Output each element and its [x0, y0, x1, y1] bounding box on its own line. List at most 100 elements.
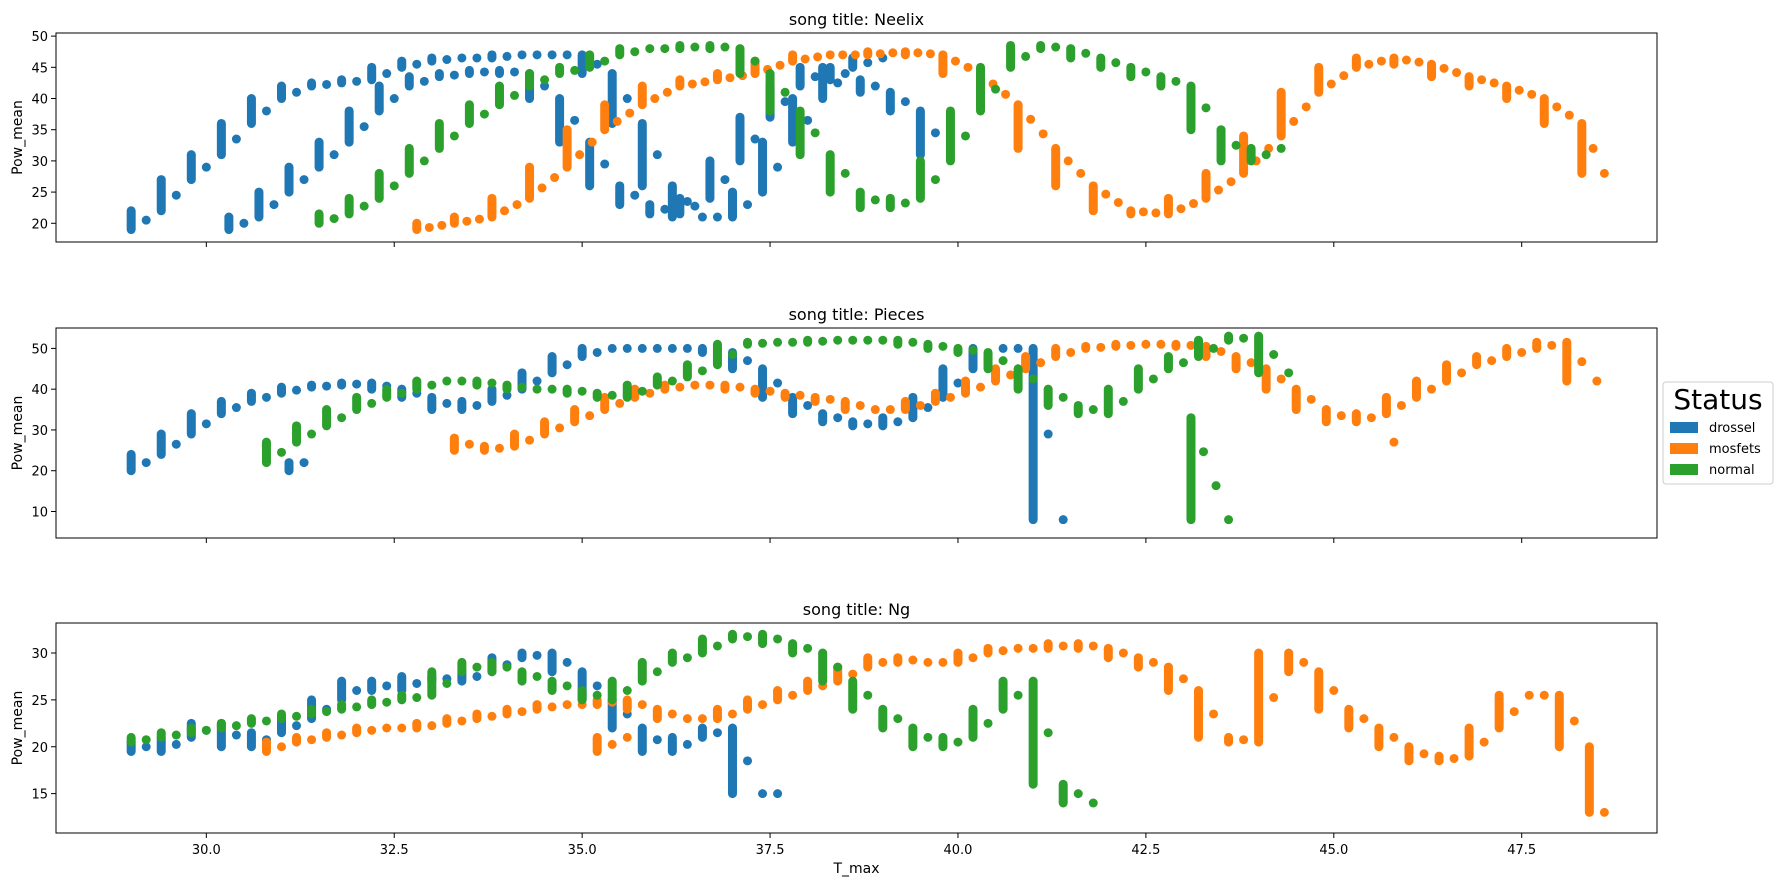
point	[510, 67, 520, 77]
point	[1376, 56, 1386, 66]
y-tick-label: 30	[31, 647, 48, 662]
point	[1101, 189, 1111, 199]
series-drossel	[126, 50, 955, 235]
point	[652, 343, 662, 353]
point	[758, 338, 768, 348]
point	[412, 693, 422, 703]
point	[442, 398, 452, 408]
point	[1199, 447, 1209, 457]
point	[141, 215, 151, 225]
point	[337, 413, 347, 423]
point	[1401, 55, 1411, 65]
point	[788, 337, 798, 347]
point	[141, 458, 151, 468]
x-tick-label: 37.5	[756, 843, 785, 858]
point	[1043, 728, 1053, 738]
point	[1013, 343, 1023, 353]
point	[1058, 515, 1068, 525]
point	[1336, 411, 1346, 421]
series-normal	[314, 40, 1286, 228]
point	[532, 50, 542, 60]
point	[720, 175, 730, 185]
point	[1226, 177, 1236, 187]
point	[1517, 347, 1527, 357]
point	[457, 376, 467, 386]
point	[697, 714, 707, 724]
x-axis-label: T_max	[832, 861, 879, 877]
point	[773, 789, 783, 799]
legend-entry-normal: normal	[1670, 463, 1755, 478]
point	[1051, 42, 1061, 52]
point	[780, 97, 790, 107]
point	[269, 200, 279, 210]
point	[727, 709, 737, 719]
point	[502, 51, 512, 61]
point	[1449, 753, 1459, 763]
y-axis-label: Pow_mean	[10, 396, 26, 471]
point	[329, 150, 339, 160]
point	[570, 115, 580, 125]
point	[292, 87, 302, 97]
point	[913, 48, 923, 58]
point	[540, 75, 550, 85]
point	[562, 360, 572, 370]
point	[1306, 394, 1316, 404]
subplot-title: song title: Pieces	[789, 305, 925, 324]
point	[650, 94, 660, 104]
point	[818, 336, 828, 346]
point	[592, 59, 602, 69]
point	[292, 385, 302, 395]
point	[1239, 735, 1249, 745]
point	[953, 378, 963, 388]
point	[1396, 400, 1406, 410]
point	[863, 58, 873, 68]
point	[171, 739, 181, 749]
point	[1514, 85, 1524, 95]
point	[1389, 732, 1399, 742]
series-drossel	[126, 648, 783, 799]
point	[457, 716, 467, 726]
point	[412, 59, 422, 69]
point	[712, 641, 722, 651]
point	[998, 356, 1008, 366]
point	[878, 657, 888, 667]
point	[1096, 342, 1106, 352]
subplot-3: song title: Ng Pow_mean 15 20 25 30 30.0 32.5 35…	[10, 600, 1658, 877]
point	[775, 60, 785, 70]
point	[930, 175, 940, 185]
x-tick-label: 47.5	[1507, 843, 1536, 858]
point	[525, 435, 535, 445]
point	[382, 69, 392, 79]
point	[1148, 657, 1158, 667]
point	[1156, 339, 1166, 349]
point	[870, 81, 880, 91]
point	[725, 73, 735, 83]
subplot-title: song title: Neelix	[789, 10, 924, 29]
point	[1141, 67, 1151, 77]
point	[712, 728, 722, 738]
point	[743, 200, 753, 210]
point	[900, 198, 910, 208]
point	[322, 79, 332, 89]
point	[1209, 343, 1219, 353]
point	[1509, 707, 1519, 717]
point	[1489, 78, 1499, 88]
point	[585, 411, 595, 421]
point	[1118, 648, 1128, 658]
point	[592, 681, 602, 691]
point	[945, 392, 955, 402]
point	[840, 69, 850, 79]
point	[908, 337, 918, 347]
point	[1111, 58, 1121, 68]
series-mosfets	[261, 639, 1609, 817]
point	[630, 47, 640, 57]
point	[389, 94, 399, 104]
point	[352, 686, 362, 695]
point	[840, 168, 850, 178]
legend-title: Status	[1673, 383, 1762, 416]
point	[1176, 204, 1186, 214]
point	[1366, 413, 1376, 423]
point	[171, 439, 181, 449]
point	[427, 380, 437, 390]
point	[462, 216, 472, 226]
